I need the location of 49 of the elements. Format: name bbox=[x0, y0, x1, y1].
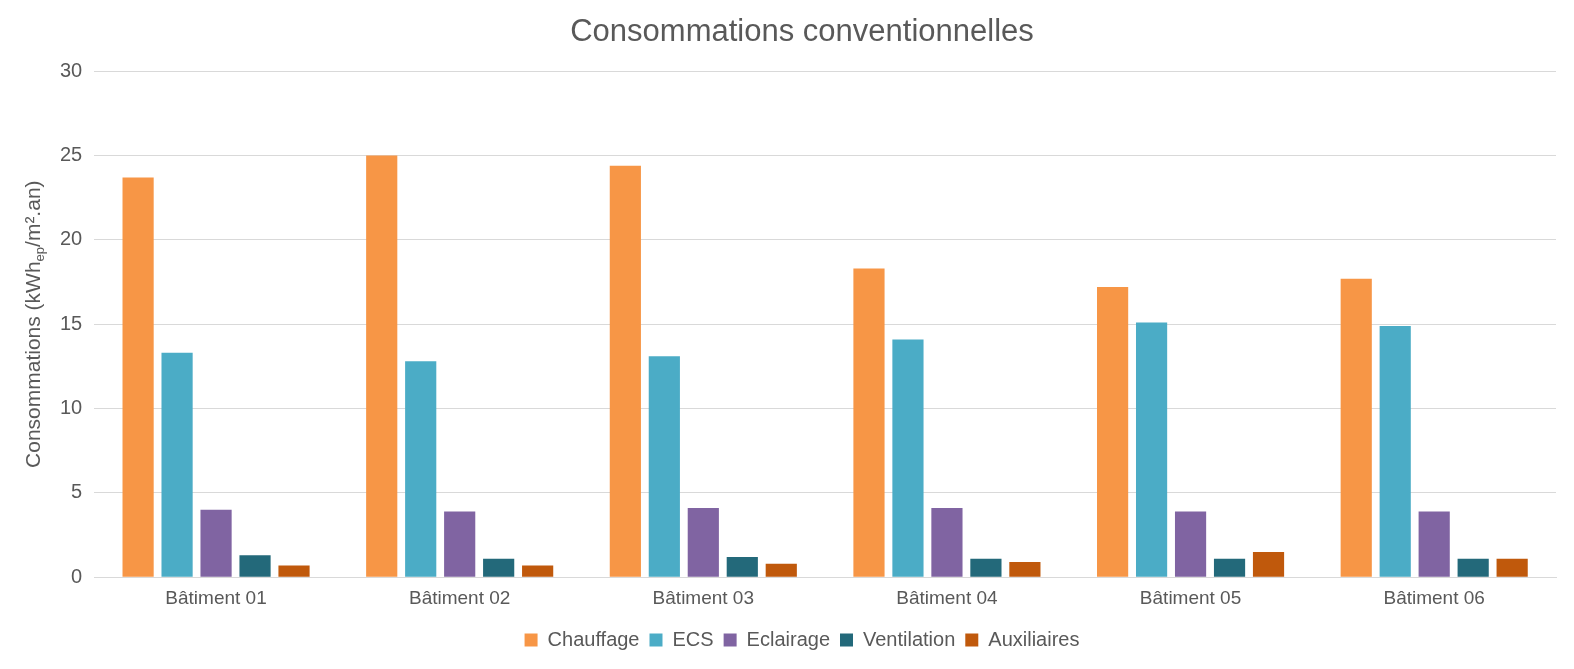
legend-label: Ventilation bbox=[863, 627, 956, 650]
bar bbox=[1135, 322, 1168, 577]
bar bbox=[892, 339, 924, 577]
bar bbox=[405, 361, 437, 577]
bar bbox=[200, 509, 232, 577]
y-tick-label: 0 bbox=[71, 564, 83, 587]
bar bbox=[648, 356, 680, 577]
bar bbox=[522, 565, 554, 577]
bar bbox=[366, 155, 398, 577]
y-tick-label: 30 bbox=[60, 58, 83, 81]
x-tick-label: Bâtiment 05 bbox=[1139, 586, 1242, 608]
y-tick-label: 20 bbox=[60, 227, 83, 250]
legend-label: Chauffage bbox=[547, 627, 640, 650]
bar bbox=[1457, 558, 1489, 577]
bar bbox=[1097, 287, 1129, 577]
y-tick-label: 10 bbox=[60, 396, 83, 419]
bar bbox=[278, 565, 310, 577]
bar bbox=[687, 508, 719, 577]
y-tick-label: 15 bbox=[60, 311, 83, 334]
bar bbox=[1379, 325, 1411, 577]
bar bbox=[765, 563, 797, 577]
bar bbox=[1213, 558, 1246, 577]
bar bbox=[1496, 558, 1528, 577]
x-tick-label: Bâtiment 06 bbox=[1383, 586, 1485, 608]
y-tick-label: 25 bbox=[60, 143, 83, 166]
legend-label: Auxiliaires bbox=[988, 627, 1080, 650]
legend-label: ECS bbox=[672, 627, 714, 650]
legend-label: Eclairage bbox=[746, 627, 831, 650]
bar bbox=[483, 558, 515, 577]
bar bbox=[1340, 278, 1372, 577]
y-tick-label: 5 bbox=[71, 480, 83, 503]
bar bbox=[970, 558, 1002, 577]
bar bbox=[444, 511, 476, 577]
bar bbox=[1174, 511, 1207, 577]
x-tick-label: Bâtiment 01 bbox=[165, 586, 267, 608]
bar bbox=[122, 177, 154, 577]
bar bbox=[1418, 511, 1450, 577]
x-tick-label: Bâtiment 02 bbox=[408, 586, 511, 608]
chart-title: Consommations conventionnelles bbox=[570, 13, 1034, 49]
x-tick-label: Bâtiment 04 bbox=[896, 586, 999, 608]
bar bbox=[161, 352, 193, 577]
bar bbox=[1009, 562, 1041, 577]
bar bbox=[931, 508, 963, 577]
bar bbox=[726, 556, 758, 577]
bar bbox=[239, 555, 271, 577]
x-tick-label: Bâtiment 03 bbox=[652, 586, 755, 608]
bar bbox=[853, 268, 885, 577]
bar bbox=[1252, 551, 1285, 577]
bar bbox=[609, 165, 641, 577]
